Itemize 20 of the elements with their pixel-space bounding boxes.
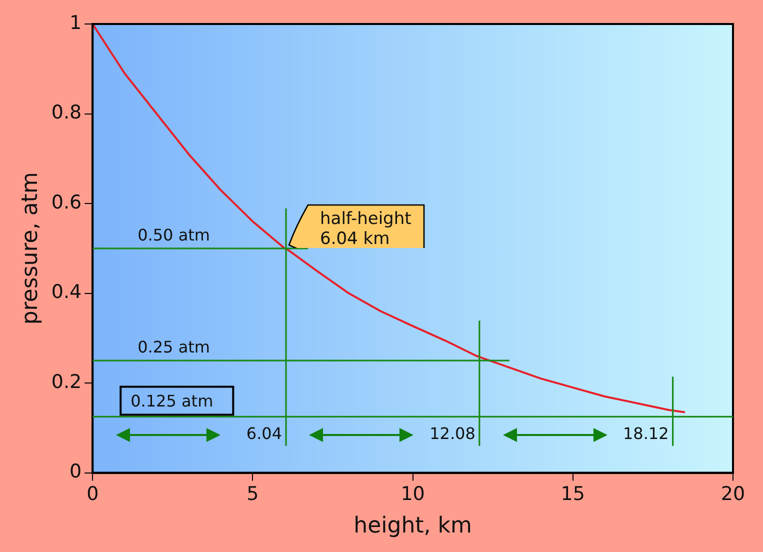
ref-line-label: 12.08 [430,424,476,443]
y-tick-label: 0.8 [51,102,82,124]
ref-line-label: 18.12 [622,424,669,443]
x-tick-label: 10 [400,483,425,506]
ref-line-label: 6.04 [246,424,282,443]
y-tick-label: 0.6 [51,191,82,214]
ref-line-label: 0.25 atm [138,338,210,357]
y-tick-label: 0.2 [51,370,82,393]
x-axis-title: height, km [354,514,472,539]
x-tick-label: 15 [560,483,585,506]
y-tick-label: 0.4 [51,281,82,304]
annotation: half-height 6.04 km [320,209,412,250]
y-axis-title: pressure, atm [18,172,43,325]
x-tick-label: 5 [246,483,259,506]
ref-line-label: 0.125 atm [130,392,214,411]
x-tick-label: 0 [86,483,99,506]
y-tick-label: 0 [70,460,82,483]
x-tick-label: 20 [720,483,746,506]
ref-line-label: 0.50 atm [138,225,210,244]
y-tick-label: 1 [70,12,82,34]
